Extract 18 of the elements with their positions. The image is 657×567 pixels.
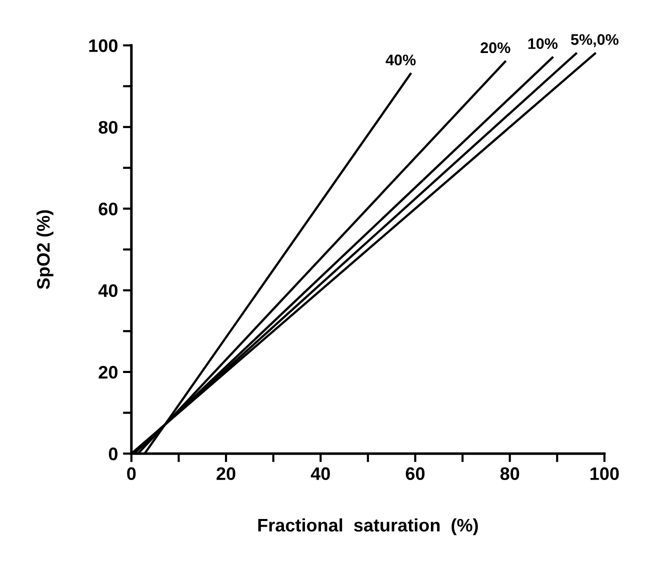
x-tick-label: 100 bbox=[590, 467, 619, 480]
y-axis-title: SpO2 (%) bbox=[36, 210, 54, 290]
y-tick-label: 80 bbox=[98, 120, 118, 134]
y-tick-label: 40 bbox=[98, 284, 118, 298]
annotation: 40% bbox=[386, 54, 416, 66]
y-tick-label: 20 bbox=[98, 366, 118, 379]
y-tick-label: 0 bbox=[108, 448, 118, 460]
x-tick-label: 60 bbox=[406, 467, 425, 480]
x-axis-title: Fractional saturation (%) bbox=[258, 518, 478, 536]
x-tick-label: 80 bbox=[500, 467, 520, 480]
annotation: 20% bbox=[480, 42, 510, 54]
y-tick-label: 100 bbox=[89, 39, 118, 52]
x-tick-label: 20 bbox=[216, 467, 236, 480]
x-tick-label: 0 bbox=[127, 467, 136, 480]
y-tick-label: 60 bbox=[98, 202, 118, 216]
annotation: 10% bbox=[528, 38, 558, 50]
x-tick-label: 40 bbox=[310, 467, 330, 480]
annotation: 5%,0% bbox=[570, 34, 619, 48]
